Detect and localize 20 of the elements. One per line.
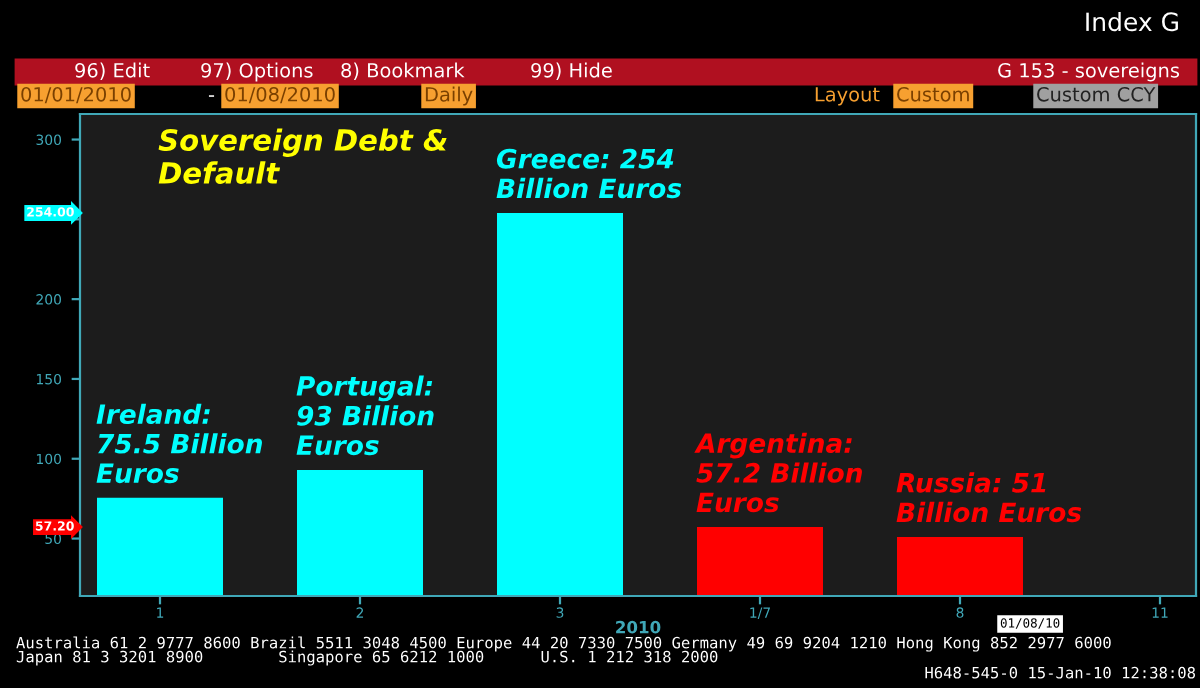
text: Layout (815, 87, 880, 106)
text: 96) Edit (75, 62, 150, 80)
text: 97) Options (201, 62, 313, 82)
annotation: Argentina: 57.2 Billion Euros (694, 432, 862, 513)
text: G 153 - sovereigns (998, 62, 1180, 82)
text: 01/01/2010 (21, 86, 131, 104)
annotation: Russia: 51 Billion Euros (896, 472, 1082, 523)
text: Custom CCY (1037, 86, 1156, 102)
text: Sovereign Debt & Default (158, 128, 447, 184)
annotation: Portugal: 93 Billion Euros (296, 375, 434, 456)
text: 99) Hide (531, 62, 612, 80)
text: Index G (1086, 11, 1178, 32)
text: - (208, 95, 215, 97)
text: 01/08/2010 (225, 86, 335, 104)
text: Daily (425, 86, 473, 106)
text: Custom (897, 86, 969, 102)
text: 8) Bookmark (341, 62, 465, 80)
x-axis-title: 2010 (616, 620, 661, 634)
annotation: Greece: 254 Billion Euros (496, 148, 682, 199)
annotation: Ireland: 75.5 Billion Euros (96, 403, 262, 484)
